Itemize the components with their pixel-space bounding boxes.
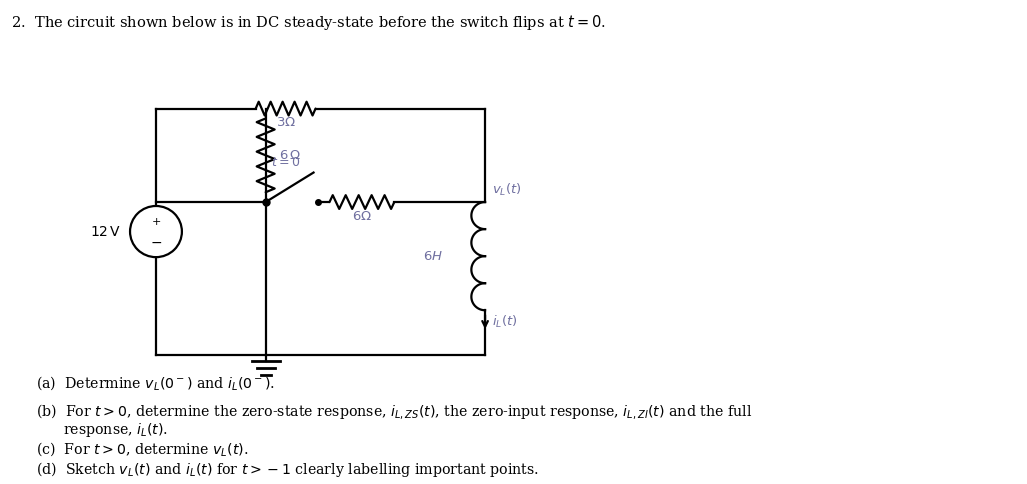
Text: $12\,\mathrm{V}$: $12\,\mathrm{V}$ bbox=[89, 225, 121, 239]
Text: $+$: $+$ bbox=[151, 216, 161, 227]
Text: $-$: $-$ bbox=[150, 234, 162, 248]
Text: $3\Omega$: $3\Omega$ bbox=[275, 117, 296, 130]
Text: (d)  Sketch $v_L(t)$ and $i_L(t)$ for $t > -1$ clearly labelling important point: (d) Sketch $v_L(t)$ and $i_L(t)$ for $t … bbox=[36, 460, 539, 479]
Text: 2.  The circuit shown below is in DC steady-state before the switch flips at $t : 2. The circuit shown below is in DC stea… bbox=[11, 13, 606, 32]
Text: $6\Omega$: $6\Omega$ bbox=[352, 210, 372, 223]
Text: $t=0$: $t=0$ bbox=[271, 156, 300, 168]
Text: (a)  Determine $v_L(0^-)$ and $i_L(0^-)$.: (a) Determine $v_L(0^-)$ and $i_L(0^-)$. bbox=[36, 374, 275, 392]
Text: $v_L(t)$: $v_L(t)$ bbox=[492, 182, 522, 198]
Text: $6H$: $6H$ bbox=[423, 250, 444, 263]
Text: $i_L(t)$: $i_L(t)$ bbox=[492, 314, 518, 330]
Text: (c)  For $t > 0$, determine $v_L(t)$.: (c) For $t > 0$, determine $v_L(t)$. bbox=[36, 440, 249, 458]
Text: response, $i_L(t)$.: response, $i_L(t)$. bbox=[64, 422, 168, 439]
Circle shape bbox=[130, 206, 182, 257]
Text: $6\,\Omega$: $6\,\Omega$ bbox=[278, 149, 301, 162]
Text: (b)  For $t > 0$, determine the zero-state response, $i_{L,ZS}(t)$, the zero-inp: (b) For $t > 0$, determine the zero-stat… bbox=[36, 402, 753, 421]
